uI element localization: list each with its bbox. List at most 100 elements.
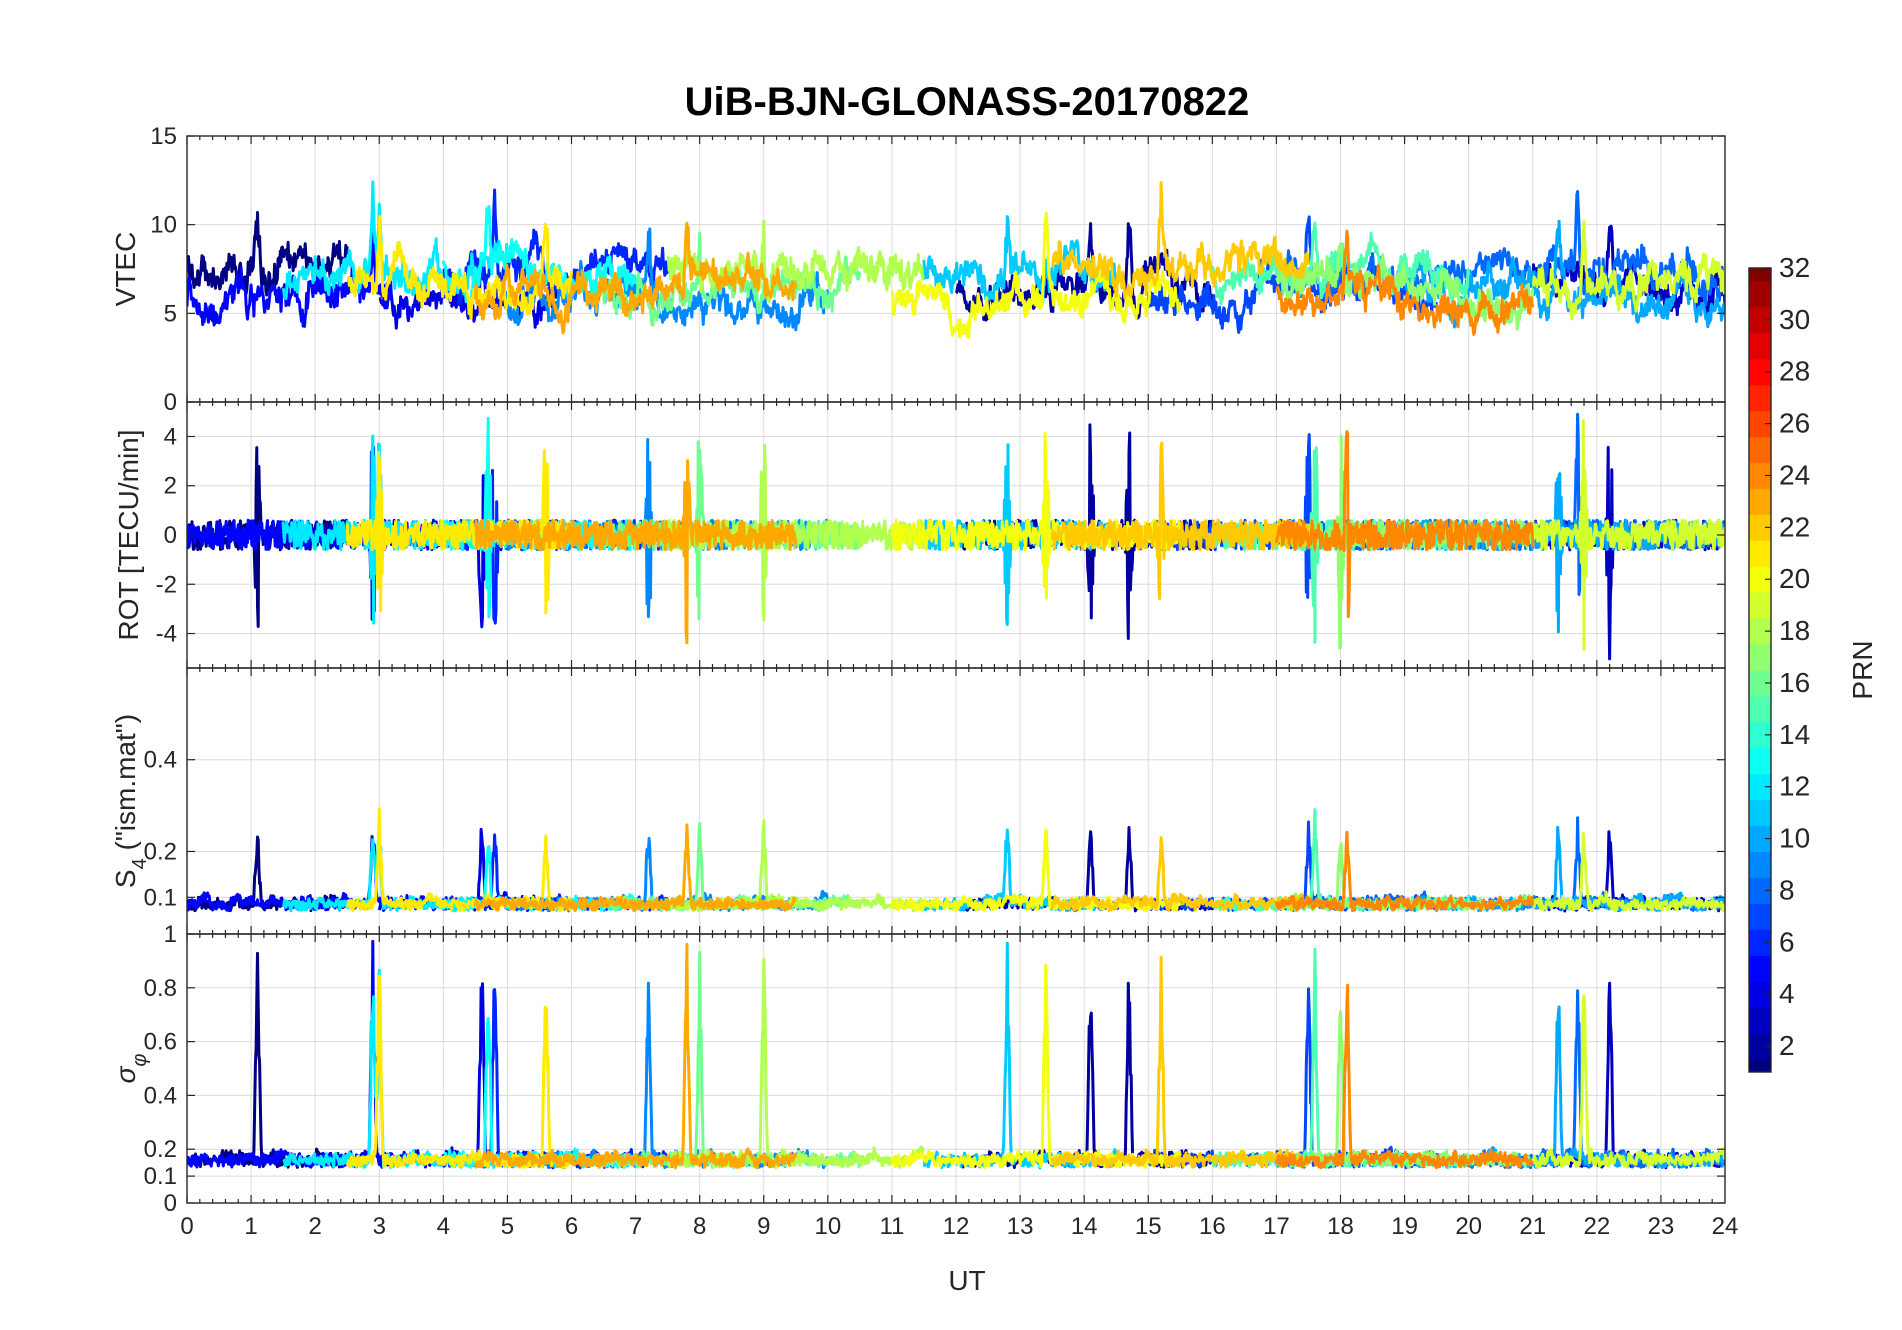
series-line-prn-23 [473, 942, 798, 1170]
x-tick-label: 1 [244, 1213, 257, 1240]
colorbar-swatch [1749, 462, 1771, 489]
y-label-main: S [110, 869, 141, 888]
series-line-prn-11 [922, 215, 1118, 304]
x-tick-label: 23 [1648, 1213, 1675, 1240]
x-tick-label: 3 [373, 1213, 386, 1240]
colorbar-swatch [1749, 268, 1771, 282]
x-tick-label: 7 [629, 1213, 642, 1240]
series-line-prn-1 [187, 951, 349, 1169]
series-line-prn-20 [890, 432, 1182, 600]
y-axis-label-vtec: VTEC [110, 232, 141, 307]
y-tick-label: 0.1 [144, 1163, 177, 1190]
series-line-prn-22 [1051, 181, 1310, 300]
colorbar-swatch [1749, 747, 1771, 775]
x-axis-label: UT [948, 1265, 985, 1296]
colorbar-swatch [1749, 955, 1771, 982]
y-tick-label: 4 [164, 423, 177, 450]
colorbar-tick-label: 14 [1779, 719, 1810, 750]
series-line-prn-22 [1050, 955, 1310, 1169]
panel-vtec: 0 5 10 15 VTEC [110, 123, 1726, 416]
y-label-sub: 4 [129, 858, 151, 869]
series-line-prn-5 [187, 939, 394, 1169]
series-line-prn-23 [473, 823, 797, 912]
colorbar-swatch [1749, 773, 1771, 801]
colorbar-swatch [1749, 1059, 1771, 1073]
x-tick-label: 20 [1455, 1213, 1482, 1240]
series-line-prn-13 [441, 205, 638, 313]
panel-sigma: 00.10.2 0.4 0.6 0.8 1 σφ [110, 921, 1726, 1217]
series-line-prn-22 [1050, 836, 1310, 912]
series-line-prn-22 [1050, 441, 1310, 600]
colorbar-swatch [1749, 306, 1771, 334]
x-tick-label: 11 [879, 1213, 904, 1240]
colorbar-tick-label: 32 [1779, 252, 1810, 283]
colorbar-swatch [1749, 514, 1771, 541]
y-tick-label: 0.4 [144, 1082, 177, 1109]
y-tick-label: 1 [164, 921, 177, 948]
colorbar-tick-label: 10 [1779, 823, 1810, 854]
y-tick-label: 10 [150, 212, 177, 239]
y-tick-label: 0.1 [144, 884, 177, 911]
x-tick-label: 17 [1263, 1213, 1290, 1240]
colorbar-swatch [1749, 488, 1771, 515]
series-line-prn-18 [666, 443, 926, 622]
series-group [187, 939, 1725, 1170]
series-line-prn-24 [1275, 229, 1535, 336]
series-line-prn-20 [891, 211, 1182, 339]
colorbar-swatch [1749, 721, 1771, 749]
series-line-prn-17 [1275, 242, 1535, 331]
x-tick-label: 24 [1712, 1213, 1739, 1240]
colorbar-swatch [1749, 981, 1771, 1008]
colorbar-swatch [1749, 410, 1771, 438]
series-line-prn-24 [1274, 430, 1535, 619]
colorbar-swatch [1749, 903, 1771, 930]
y-tick-label: 0 [164, 522, 177, 549]
y-label-main: σ [110, 1065, 141, 1083]
panel-rot: -4 -2 0 2 4 ROT [TECU/min] [113, 401, 1726, 669]
series-line-prn-18 [666, 819, 926, 913]
x-tick-label: 0 [180, 1213, 193, 1240]
series-line-prn-21 [345, 974, 573, 1170]
colorbar-swatch [1749, 592, 1771, 619]
colorbar-tick-label: 18 [1779, 615, 1810, 646]
series-line-prn-10 [1403, 472, 1725, 634]
colorbar-swatch [1749, 436, 1771, 464]
colorbar-swatch [1749, 384, 1771, 412]
series-group [187, 412, 1725, 661]
colorbar-swatch [1749, 670, 1771, 697]
colorbar-swatch [1749, 851, 1771, 878]
x-tick-label: 12 [943, 1213, 970, 1240]
colorbar-tick-label: 22 [1779, 511, 1810, 542]
series-line-prn-9 [505, 227, 830, 332]
series-line-prn-12 [281, 180, 509, 301]
y-label-sub: φ [129, 1054, 151, 1067]
colorbar-swatch [1749, 929, 1771, 956]
y-tick-label: 0 [164, 1190, 177, 1217]
colorbar-swatch [1749, 540, 1771, 567]
series-line-prn-19 [1531, 994, 1725, 1169]
colorbar-swatch [1749, 877, 1771, 904]
x-tick-label: 18 [1327, 1213, 1354, 1240]
chart-title: UiB-BJN-GLONASS-20170822 [685, 80, 1250, 124]
colorbar-tick-label: 12 [1779, 771, 1810, 802]
series-line-prn-18 [666, 219, 925, 303]
series-line-prn-16 [602, 950, 861, 1170]
colorbar-swatch [1749, 332, 1771, 360]
series-line-prn-9 [506, 981, 830, 1170]
x-tick-label: 2 [308, 1213, 321, 1240]
colorbar-swatch [1749, 825, 1771, 853]
series-line-prn-13 [441, 416, 638, 619]
x-tick-label: 6 [565, 1213, 578, 1240]
y-tick-label: 0.8 [144, 975, 177, 1002]
series-line-prn-23 [473, 459, 798, 645]
x-tick-label: 14 [1071, 1213, 1098, 1240]
y-tick-label: 15 [150, 123, 177, 150]
colorbar-swatch [1749, 618, 1771, 645]
y-axis-label-sigma: σφ [110, 1054, 151, 1084]
series-line-prn-4 [378, 252, 573, 330]
series-line-prn-20 [890, 963, 1182, 1169]
series-line-prn-21 [346, 214, 573, 321]
colorbar-frame [1748, 267, 1772, 1073]
series-group [187, 180, 1725, 339]
